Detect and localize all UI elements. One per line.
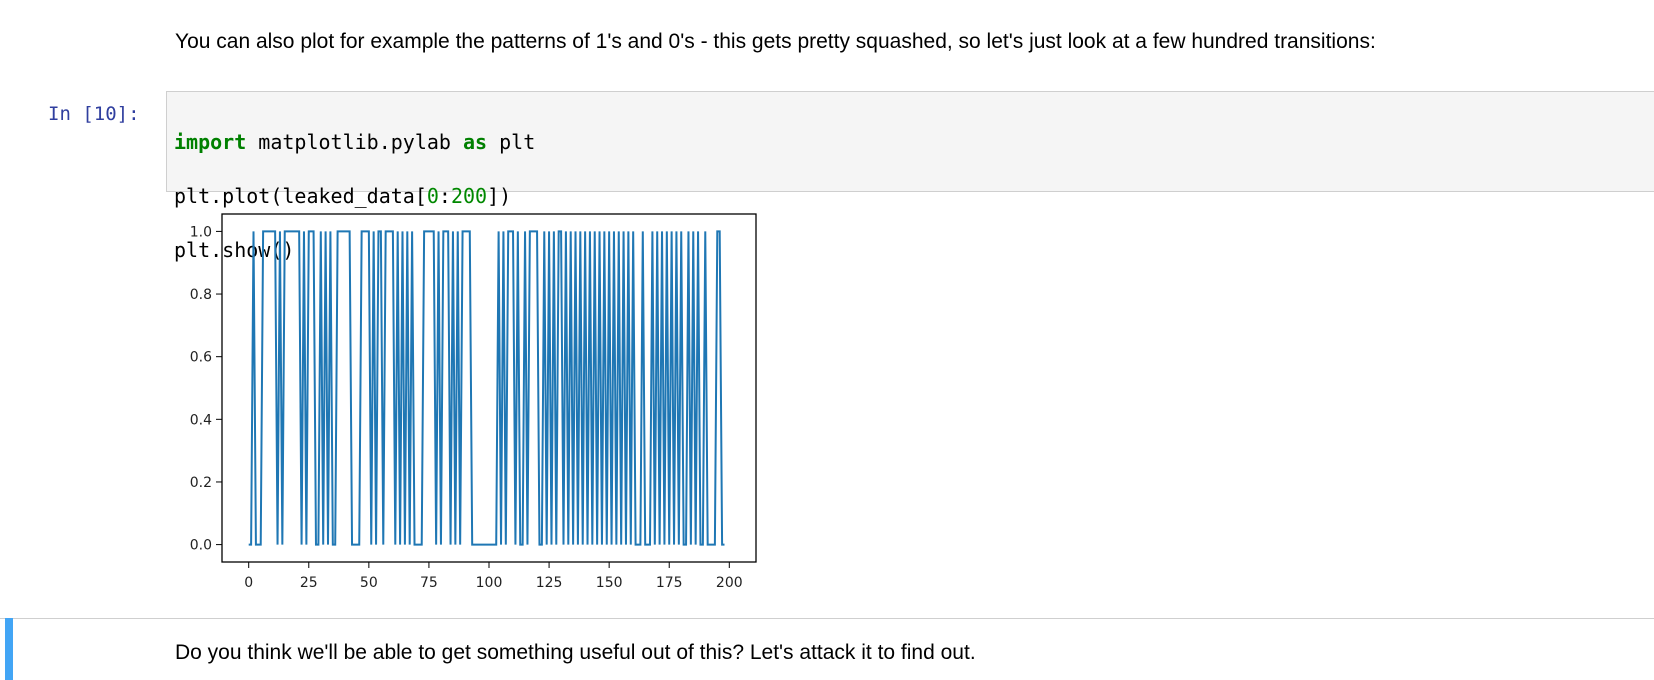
keyword-as: as — [463, 130, 488, 154]
y-tick-label: 0.4 — [190, 412, 212, 428]
code-text: : — [438, 184, 451, 208]
x-tick-label: 75 — [420, 575, 438, 591]
x-tick-label: 25 — [300, 575, 318, 591]
y-tick-label: 0.6 — [190, 350, 212, 366]
selected-markdown-cell[interactable] — [0, 618, 1654, 680]
code-text: matplotlib.pylab — [246, 130, 463, 154]
code-text: ]) — [487, 184, 512, 208]
y-tick-label: 0.2 — [190, 475, 212, 491]
markdown-text-bottom: Do you think we'll be able to get someth… — [175, 641, 976, 664]
x-tick-label: 100 — [476, 575, 503, 591]
markdown-text-top: You can also plot for example the patter… — [175, 30, 1376, 53]
code-text: plt — [487, 130, 536, 154]
cell-selection-indicator — [5, 618, 13, 680]
x-tick-label: 50 — [360, 575, 378, 591]
x-tick-label: 150 — [596, 575, 623, 591]
code-cell-editor[interactable] — [166, 91, 1654, 192]
keyword-import: import — [174, 130, 247, 154]
input-prompt: In [10]: — [48, 103, 140, 125]
y-tick-label: 0.0 — [190, 538, 212, 554]
x-tick-label: 200 — [716, 575, 743, 591]
y-tick-label: 1.0 — [190, 224, 212, 240]
y-tick-label: 0.8 — [190, 287, 212, 303]
number-literal: 0 — [426, 184, 439, 208]
number-literal: 200 — [450, 184, 488, 208]
x-tick-label: 175 — [656, 575, 683, 591]
x-tick-label: 125 — [536, 575, 563, 591]
code-line-1: import matplotlib.pylab as plt — [174, 129, 535, 156]
line-plot: 0 25 50 75 100 125 150 175 200 0.0 0.2 0.4 0.6 0.8 1.0 — [190, 213, 757, 591]
x-tick-label: 0 — [244, 575, 253, 591]
code-text: plt.plot(leaked_data[ — [174, 184, 427, 208]
series-line — [248, 230, 725, 546]
code-line-2: plt.plot(leaked_data[0:200]) — [174, 183, 535, 210]
